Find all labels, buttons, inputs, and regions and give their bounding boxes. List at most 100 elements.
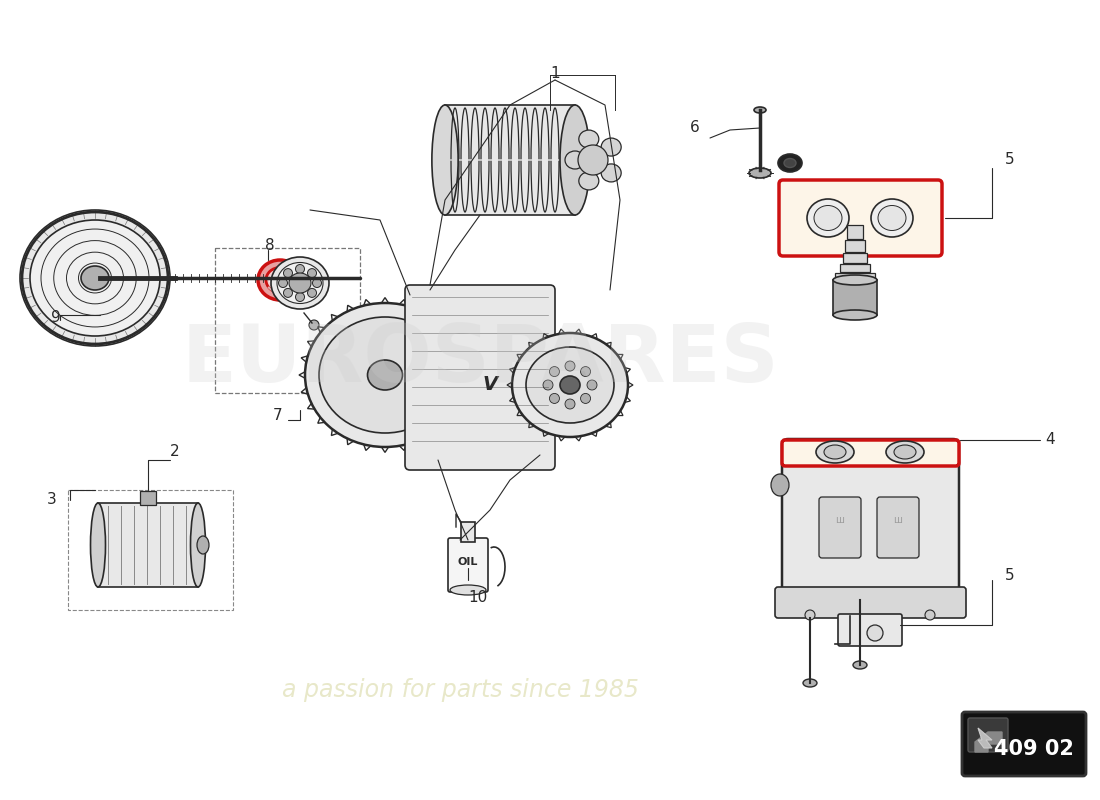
Bar xyxy=(843,253,867,263)
Text: EUROSPARES: EUROSPARES xyxy=(182,321,779,399)
Text: OIL: OIL xyxy=(458,557,478,567)
Bar xyxy=(847,225,864,239)
Ellipse shape xyxy=(824,445,846,459)
Ellipse shape xyxy=(266,267,294,293)
Ellipse shape xyxy=(432,105,458,215)
FancyBboxPatch shape xyxy=(782,439,959,606)
FancyBboxPatch shape xyxy=(962,712,1086,776)
Ellipse shape xyxy=(602,138,621,156)
Ellipse shape xyxy=(450,585,486,595)
Ellipse shape xyxy=(271,257,329,309)
Text: a passion for parts since 1985: a passion for parts since 1985 xyxy=(282,678,638,702)
Circle shape xyxy=(565,399,575,409)
Ellipse shape xyxy=(319,317,451,433)
Ellipse shape xyxy=(816,441,854,463)
FancyBboxPatch shape xyxy=(782,440,959,466)
Ellipse shape xyxy=(197,536,209,554)
FancyBboxPatch shape xyxy=(405,285,556,470)
Ellipse shape xyxy=(807,199,849,237)
Text: 2: 2 xyxy=(170,445,179,459)
Bar xyxy=(845,240,865,252)
FancyBboxPatch shape xyxy=(779,180,942,256)
Bar xyxy=(98,503,198,587)
Circle shape xyxy=(578,145,608,175)
Ellipse shape xyxy=(277,262,323,303)
Polygon shape xyxy=(978,728,992,748)
Text: ш: ш xyxy=(893,515,902,525)
Circle shape xyxy=(278,278,287,287)
Bar xyxy=(68,490,233,610)
Text: 5: 5 xyxy=(1005,153,1015,167)
Ellipse shape xyxy=(258,260,303,300)
Circle shape xyxy=(925,610,935,620)
Ellipse shape xyxy=(81,266,109,290)
Text: 7: 7 xyxy=(273,407,283,422)
Circle shape xyxy=(284,288,293,298)
FancyBboxPatch shape xyxy=(877,497,918,558)
Text: 4: 4 xyxy=(1045,433,1055,447)
Ellipse shape xyxy=(803,679,817,687)
Polygon shape xyxy=(975,732,1002,752)
Ellipse shape xyxy=(526,347,614,423)
Ellipse shape xyxy=(784,158,796,167)
Ellipse shape xyxy=(886,441,924,463)
Text: 8: 8 xyxy=(265,238,275,253)
Ellipse shape xyxy=(90,503,106,587)
Bar xyxy=(140,491,156,505)
Ellipse shape xyxy=(289,273,311,293)
Bar xyxy=(840,264,870,272)
Ellipse shape xyxy=(602,164,621,182)
Circle shape xyxy=(308,288,317,298)
FancyBboxPatch shape xyxy=(820,497,861,558)
FancyBboxPatch shape xyxy=(776,587,966,618)
Ellipse shape xyxy=(778,154,802,172)
Ellipse shape xyxy=(894,445,916,459)
Circle shape xyxy=(587,380,597,390)
Text: 6: 6 xyxy=(690,121,700,135)
Circle shape xyxy=(565,361,575,371)
Ellipse shape xyxy=(852,661,867,669)
Text: 10: 10 xyxy=(469,590,487,606)
Ellipse shape xyxy=(771,474,789,496)
Ellipse shape xyxy=(565,151,585,169)
FancyBboxPatch shape xyxy=(448,538,488,592)
Circle shape xyxy=(867,625,883,641)
Circle shape xyxy=(549,394,560,403)
Ellipse shape xyxy=(871,199,913,237)
Ellipse shape xyxy=(270,273,286,287)
Ellipse shape xyxy=(305,303,465,447)
Circle shape xyxy=(296,293,305,302)
Circle shape xyxy=(296,265,305,274)
Bar xyxy=(446,105,575,215)
Bar xyxy=(461,522,475,542)
Circle shape xyxy=(549,366,560,377)
Ellipse shape xyxy=(878,206,906,230)
Text: 409 02: 409 02 xyxy=(994,738,1074,758)
FancyBboxPatch shape xyxy=(968,718,1008,752)
Text: 1: 1 xyxy=(550,66,560,81)
Ellipse shape xyxy=(833,310,877,320)
Ellipse shape xyxy=(30,220,159,336)
Ellipse shape xyxy=(579,130,598,148)
Ellipse shape xyxy=(367,360,403,390)
Ellipse shape xyxy=(814,206,842,230)
Bar xyxy=(835,273,874,279)
Ellipse shape xyxy=(749,168,771,178)
Circle shape xyxy=(284,269,293,278)
Ellipse shape xyxy=(512,333,628,437)
Circle shape xyxy=(581,366,591,377)
Circle shape xyxy=(312,278,321,287)
Ellipse shape xyxy=(190,503,206,587)
Ellipse shape xyxy=(833,275,877,285)
Circle shape xyxy=(543,380,553,390)
Circle shape xyxy=(308,269,317,278)
Ellipse shape xyxy=(560,105,590,215)
Ellipse shape xyxy=(754,107,766,113)
Ellipse shape xyxy=(20,210,170,346)
Circle shape xyxy=(309,320,319,330)
Text: 3: 3 xyxy=(47,493,57,507)
Circle shape xyxy=(581,394,591,403)
Ellipse shape xyxy=(560,376,580,394)
Bar xyxy=(214,248,360,393)
Ellipse shape xyxy=(579,172,598,190)
